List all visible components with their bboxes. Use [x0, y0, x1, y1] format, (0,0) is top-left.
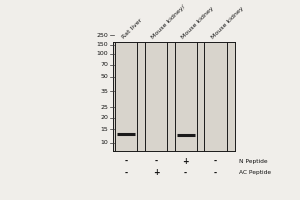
Text: N Peptide: N Peptide — [239, 159, 268, 164]
Text: AC Peptide: AC Peptide — [239, 170, 271, 175]
Text: Mouse kidney: Mouse kidney — [210, 5, 245, 40]
Text: 10: 10 — [100, 140, 108, 145]
Text: -: - — [214, 157, 217, 166]
Text: -: - — [214, 168, 217, 177]
Text: +: + — [182, 157, 189, 166]
Text: +: + — [153, 168, 159, 177]
Text: -: - — [125, 157, 128, 166]
Text: -: - — [154, 157, 158, 166]
Bar — [113, 42, 235, 151]
Text: 50: 50 — [100, 74, 108, 79]
Text: Mouse kidney/: Mouse kidney/ — [151, 4, 187, 40]
Text: -: - — [184, 168, 187, 177]
Text: -: - — [125, 168, 128, 177]
Text: 25: 25 — [100, 105, 108, 110]
Text: 35: 35 — [100, 89, 108, 94]
Text: 250: 250 — [97, 33, 108, 38]
Text: 150: 150 — [97, 42, 108, 47]
Text: Mouse kidney: Mouse kidney — [181, 5, 215, 40]
Text: 20: 20 — [100, 115, 108, 120]
Text: 70: 70 — [100, 62, 108, 67]
Text: 15: 15 — [100, 127, 108, 132]
Text: Rat liver: Rat liver — [121, 18, 143, 40]
Text: 100: 100 — [97, 51, 108, 56]
